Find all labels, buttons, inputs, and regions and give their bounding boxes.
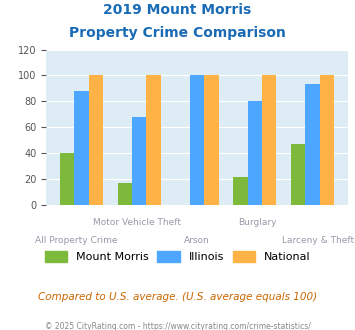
Bar bbox=[247, 101, 262, 205]
Text: Property Crime Comparison: Property Crime Comparison bbox=[69, 26, 286, 40]
Bar bbox=[60, 153, 74, 205]
Text: Compared to U.S. average. (U.S. average equals 100): Compared to U.S. average. (U.S. average … bbox=[38, 292, 317, 302]
Bar bbox=[147, 75, 161, 205]
Bar bbox=[89, 75, 103, 205]
Bar bbox=[204, 75, 219, 205]
Bar bbox=[320, 75, 334, 205]
Text: © 2025 CityRating.com - https://www.cityrating.com/crime-statistics/: © 2025 CityRating.com - https://www.city… bbox=[45, 322, 310, 330]
Bar bbox=[305, 84, 320, 205]
Text: All Property Crime: All Property Crime bbox=[35, 236, 118, 245]
Text: Burglary: Burglary bbox=[238, 218, 277, 227]
Text: 2019 Mount Morris: 2019 Mount Morris bbox=[103, 3, 252, 17]
Text: Larceny & Theft: Larceny & Theft bbox=[282, 236, 354, 245]
Bar bbox=[190, 75, 204, 205]
Bar bbox=[132, 117, 147, 205]
Bar bbox=[118, 182, 132, 205]
Bar bbox=[74, 91, 89, 205]
Text: Motor Vehicle Theft: Motor Vehicle Theft bbox=[93, 218, 181, 227]
Bar bbox=[291, 144, 305, 205]
Text: Arson: Arson bbox=[184, 236, 210, 245]
Bar bbox=[262, 75, 277, 205]
Bar bbox=[233, 178, 247, 205]
Legend: Mount Morris, Illinois, National: Mount Morris, Illinois, National bbox=[40, 247, 315, 267]
